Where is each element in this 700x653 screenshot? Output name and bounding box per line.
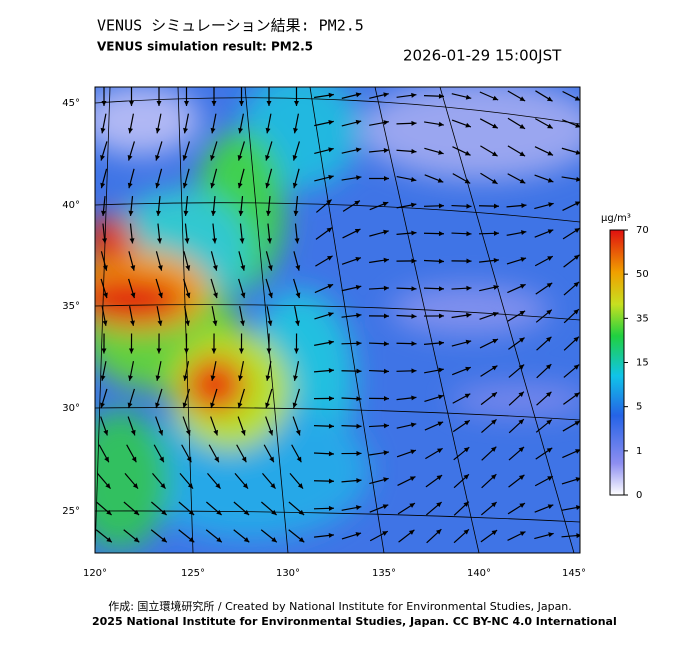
title-jp: VENUS シミュレーション結果: PM2.5: [97, 17, 364, 35]
lon-label: 130°: [276, 568, 300, 579]
lon-label: 135°: [372, 568, 396, 579]
colorbar-tick-label: 50: [636, 269, 649, 280]
lon-label: 140°: [467, 568, 491, 579]
lat-label: 25°: [62, 506, 80, 517]
colorbar-tick-label: 1: [636, 446, 642, 457]
lon-label: 145°: [562, 568, 586, 579]
map: [70, 70, 600, 553]
lat-label: 35°: [62, 301, 80, 312]
colorbar-tick-label: 70: [636, 225, 649, 236]
lon-label: 125°: [181, 568, 205, 579]
lon-label: 120°: [83, 568, 107, 579]
copyright: 2025 National Institute for Environmenta…: [92, 615, 617, 628]
credit: 作成: 国立環境研究所 / Created by National Instit…: [108, 599, 572, 613]
lat-label: 45°: [62, 98, 80, 109]
colorbar-tick-label: 15: [636, 358, 649, 369]
colorbar-tick-label: 35: [636, 313, 649, 324]
lat-label: 40°: [62, 200, 80, 211]
title-en: VENUS simulation result: PM2.5: [97, 40, 313, 54]
lat-label: 30°: [62, 403, 80, 414]
colorbar: [610, 230, 624, 495]
timestamp: 2026-01-29 15:00JST: [403, 47, 562, 65]
colorbar-tick-label: 5: [636, 402, 642, 413]
colorbar-tick-label: 0: [636, 490, 642, 501]
colorbar-unit: μg/m³: [601, 213, 631, 224]
